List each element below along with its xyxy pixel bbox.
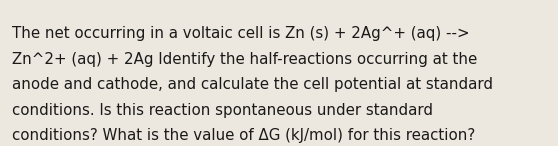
Text: conditions? What is the value of ΔG (kJ/mol) for this reaction?: conditions? What is the value of ΔG (kJ/…: [12, 128, 475, 144]
Text: anode and cathode, and calculate the cell potential at standard: anode and cathode, and calculate the cel…: [12, 77, 493, 92]
Text: The net occurring in a voltaic cell is Zn (s) + 2Ag^+ (aq) -->: The net occurring in a voltaic cell is Z…: [12, 26, 470, 41]
Text: conditions. Is this reaction spontaneous under standard: conditions. Is this reaction spontaneous…: [12, 103, 433, 118]
Text: Zn^2+ (aq) + 2Ag Identify the half-reactions occurring at the: Zn^2+ (aq) + 2Ag Identify the half-react…: [12, 52, 478, 67]
